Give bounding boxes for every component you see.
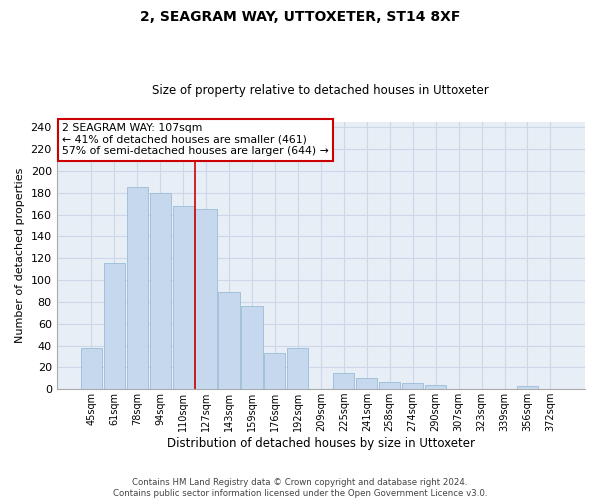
Bar (173, 206, 194, 389)
Bar (127, 188, 148, 389)
Bar (379, 382, 400, 389)
Text: 2, SEAGRAM WAY, UTTOXETER, ST14 8XF: 2, SEAGRAM WAY, UTTOXETER, ST14 8XF (140, 10, 460, 24)
Y-axis label: Number of detached properties: Number of detached properties (15, 168, 25, 343)
Bar (425, 385, 446, 389)
Bar (287, 348, 308, 389)
Bar (149, 192, 170, 389)
Bar (218, 292, 239, 389)
Bar (265, 353, 286, 389)
Bar (80, 348, 102, 389)
Title: Size of property relative to detached houses in Uttoxeter: Size of property relative to detached ho… (152, 84, 489, 97)
Bar (241, 306, 263, 389)
Text: 2 SEAGRAM WAY: 107sqm
← 41% of detached houses are smaller (461)
57% of semi-det: 2 SEAGRAM WAY: 107sqm ← 41% of detached … (62, 123, 329, 156)
Bar (333, 373, 355, 389)
Bar (196, 209, 217, 389)
X-axis label: Distribution of detached houses by size in Uttoxeter: Distribution of detached houses by size … (167, 437, 475, 450)
Bar (356, 378, 377, 389)
Bar (517, 386, 538, 389)
Bar (104, 262, 125, 389)
Bar (402, 382, 423, 389)
Text: Contains HM Land Registry data © Crown copyright and database right 2024.
Contai: Contains HM Land Registry data © Crown c… (113, 478, 487, 498)
